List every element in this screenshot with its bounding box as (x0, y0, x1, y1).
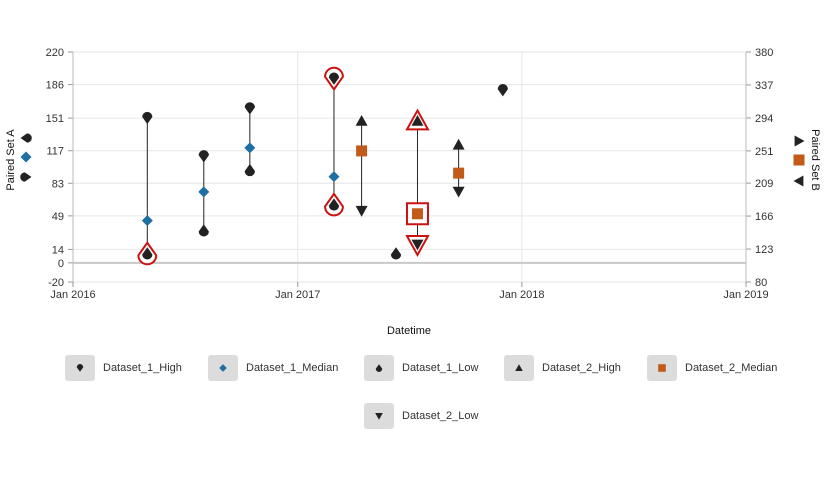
y-right-tick-label: 294 (755, 113, 773, 125)
legend-item-dataset-1-median[interactable]: Dataset_1_Median (208, 355, 338, 381)
dataset-1-low-point[interactable] (390, 247, 402, 260)
right-axis-key-triangle-right-icon (794, 135, 805, 147)
dataset-1-high-point[interactable] (328, 72, 340, 85)
legend-label: Dataset_1_High (103, 362, 182, 374)
data-markers[interactable] (137, 66, 508, 266)
y-right-tick-label: 251 (755, 146, 773, 158)
drop-down-shape (76, 364, 84, 372)
dataset-1-low-point[interactable] (328, 198, 340, 211)
square-icon (658, 364, 666, 372)
legend-drop-down-icon (65, 355, 95, 381)
legend-label: Dataset_2_High (542, 362, 621, 374)
x-tick-label: Jan 2016 (50, 289, 95, 301)
legend-drop-up-icon (364, 355, 394, 381)
y-left-tick-label: -20 (48, 277, 64, 289)
dataset-2-high-point[interactable] (452, 138, 465, 150)
dataset-2-low-point[interactable] (355, 205, 368, 217)
y-left-tick-label: 83 (52, 178, 64, 190)
left-axis-key-drop-left-icon (20, 133, 32, 143)
legend-triangle-up-icon (504, 355, 534, 381)
axes: -20 0 14 49 83 117 151 186 220 80 123 166 209 251 294 3… (46, 47, 774, 301)
y-left-tick-label: 0 (58, 258, 64, 270)
y-left-tick-label: 186 (46, 80, 64, 92)
legend-item-dataset-2-low[interactable]: Dataset_2_Low (364, 403, 478, 429)
legend-label: Dataset_1_Median (246, 362, 339, 374)
y-right-tick-label: 166 (755, 211, 773, 223)
drop-up-shape (375, 364, 383, 372)
y-right-tick-label: 80 (755, 277, 767, 289)
legend-item-dataset-2-high[interactable]: Dataset_2_High (504, 355, 621, 381)
dataset-1-low-point[interactable] (198, 224, 209, 237)
dataset-2-high-point[interactable] (355, 115, 368, 126)
left-axis-key-diamond-icon (20, 151, 32, 163)
x-tick-label: Jan 2019 (723, 289, 768, 301)
x-tick-label: Jan 2017 (275, 289, 320, 301)
diamond-shape (219, 364, 227, 372)
legend-label: Dataset_2_Low (402, 410, 479, 422)
legend-item-dataset-1-low[interactable]: Dataset_1_Low (364, 355, 478, 381)
dataset-2-low-point[interactable] (411, 239, 424, 251)
drop-up-icon (375, 364, 383, 372)
drop-down-icon (76, 364, 84, 372)
legend-label: Dataset_1_Low (402, 362, 479, 374)
dataset-1-low-point[interactable] (142, 247, 153, 260)
triangle-down-icon (375, 412, 383, 420)
dataset-2-median-point[interactable] (453, 167, 465, 179)
legend-square-icon (647, 355, 677, 381)
y-left-tick-label: 49 (52, 211, 64, 223)
legend-label: Dataset_2_Median (685, 362, 778, 374)
plot-frame (72, 51, 747, 283)
y-right-tick-label: 209 (755, 178, 773, 190)
legend-triangle-down-icon (364, 403, 394, 429)
y-right-tick-label: 337 (755, 80, 773, 92)
y-left-tick-label: 151 (46, 113, 64, 125)
y-axis-left-title: Paired Set A (5, 129, 17, 191)
square-shape (658, 364, 666, 372)
x-axis-title: Datetime (387, 325, 431, 337)
dataset-1-median-point[interactable] (244, 142, 256, 154)
triangle-up-icon (515, 364, 523, 372)
dataset-2-low-point[interactable] (452, 186, 465, 198)
legend-item-dataset-2-median[interactable]: Dataset_2_Median (647, 355, 777, 381)
dataset-2-high-point[interactable] (411, 115, 424, 126)
dataset-1-high-point[interactable] (497, 84, 508, 97)
dataset-1-median-point[interactable] (141, 215, 153, 227)
y-left-tick-label: 117 (46, 146, 64, 158)
right-axis-key-square-icon (793, 154, 805, 166)
triangle-down-shape (375, 412, 383, 420)
dataset-2-median-point[interactable] (356, 145, 368, 157)
x-tick-label: Jan 2018 (499, 289, 544, 301)
grid-lines (72, 51, 747, 283)
left-axis-key-drop-right-icon (20, 172, 32, 182)
dataset-1-median-point[interactable] (198, 186, 210, 198)
y-right-tick-label: 123 (755, 244, 773, 256)
dataset-1-high-point[interactable] (142, 111, 153, 125)
right-axis-key-triangle-left-icon (793, 175, 804, 187)
legend-item-dataset-1-high[interactable]: Dataset_1_High (65, 355, 182, 381)
y-axis-right-title: Paired Set B (809, 129, 821, 191)
axis-symbol-keys (20, 133, 805, 187)
y-left-tick-label: 14 (52, 244, 64, 256)
diamond-icon (219, 364, 227, 372)
dataset-1-low-point[interactable] (244, 163, 255, 177)
triangle-up-shape (515, 364, 523, 372)
legend-diamond-icon (208, 355, 238, 381)
dataset-1-high-point[interactable] (198, 150, 209, 163)
range-lines (146, 78, 460, 254)
dataset-1-median-point[interactable] (328, 171, 340, 183)
dataset-2-median-point[interactable] (411, 208, 423, 220)
dataset-1-high-point[interactable] (244, 102, 255, 115)
y-right-tick-label: 380 (755, 47, 773, 59)
y-left-tick-label: 220 (46, 47, 64, 59)
